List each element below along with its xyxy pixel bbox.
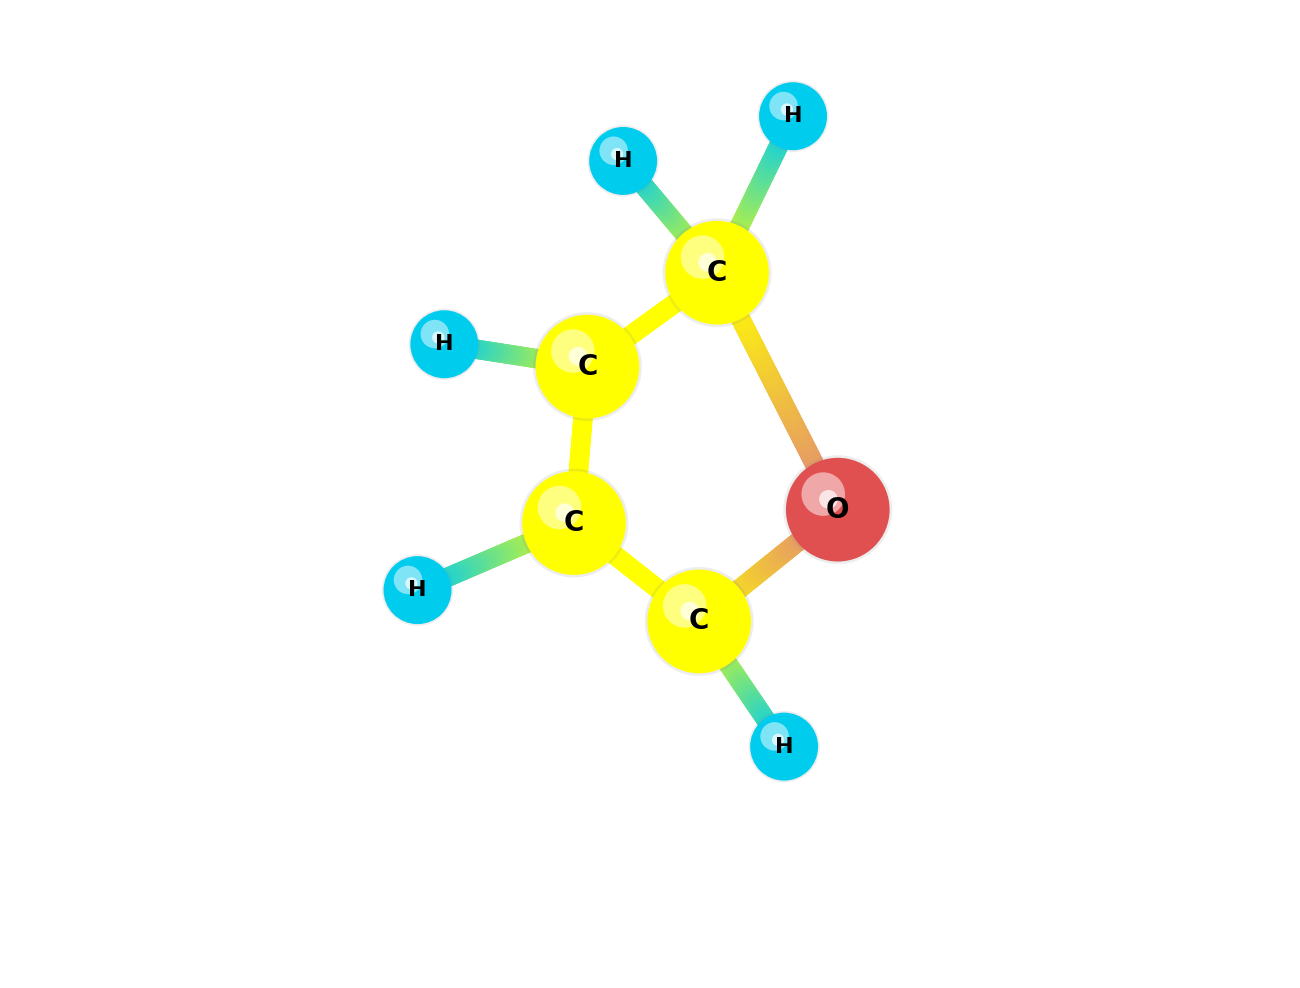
Circle shape bbox=[599, 136, 628, 165]
Circle shape bbox=[750, 712, 818, 781]
Circle shape bbox=[666, 221, 768, 325]
Text: H: H bbox=[614, 151, 632, 171]
Circle shape bbox=[555, 503, 575, 522]
Circle shape bbox=[819, 490, 837, 509]
Circle shape bbox=[680, 602, 699, 620]
Circle shape bbox=[663, 218, 771, 327]
Circle shape bbox=[523, 471, 625, 575]
Circle shape bbox=[760, 722, 789, 751]
Text: www.alamy.com: www.alamy.com bbox=[1058, 952, 1196, 967]
Circle shape bbox=[408, 308, 480, 380]
Circle shape bbox=[645, 567, 754, 676]
Circle shape bbox=[786, 457, 889, 561]
Text: C: C bbox=[577, 353, 598, 380]
Circle shape bbox=[770, 92, 798, 121]
Text: H: H bbox=[408, 580, 426, 600]
Text: O: O bbox=[826, 496, 849, 524]
Circle shape bbox=[406, 577, 417, 590]
Circle shape bbox=[749, 711, 820, 782]
Circle shape bbox=[588, 125, 659, 197]
Circle shape bbox=[394, 566, 422, 594]
Circle shape bbox=[382, 554, 454, 625]
Text: alamy: alamy bbox=[52, 927, 155, 955]
Circle shape bbox=[568, 347, 588, 366]
Circle shape bbox=[802, 472, 845, 516]
Circle shape bbox=[759, 82, 827, 150]
Circle shape bbox=[784, 455, 892, 564]
Circle shape bbox=[758, 81, 828, 152]
Circle shape bbox=[536, 315, 640, 419]
Text: H: H bbox=[436, 334, 454, 355]
Circle shape bbox=[538, 486, 581, 530]
Circle shape bbox=[611, 148, 623, 160]
Circle shape bbox=[647, 569, 751, 673]
Circle shape bbox=[520, 468, 628, 578]
Text: Image ID: 2BJ968H: Image ID: 2BJ968H bbox=[1052, 920, 1196, 935]
Circle shape bbox=[781, 104, 793, 116]
Circle shape bbox=[663, 584, 706, 627]
Circle shape bbox=[432, 331, 445, 344]
Circle shape bbox=[411, 310, 478, 378]
Circle shape bbox=[384, 556, 451, 624]
Circle shape bbox=[551, 329, 594, 372]
Text: C: C bbox=[689, 608, 710, 635]
Circle shape bbox=[589, 127, 658, 195]
Text: H: H bbox=[784, 107, 802, 126]
Circle shape bbox=[533, 312, 642, 421]
Circle shape bbox=[421, 320, 448, 349]
Text: C: C bbox=[707, 259, 727, 287]
Circle shape bbox=[772, 734, 784, 746]
Circle shape bbox=[681, 235, 724, 279]
Circle shape bbox=[698, 253, 718, 272]
Text: H: H bbox=[775, 737, 793, 757]
Text: C: C bbox=[564, 509, 584, 537]
